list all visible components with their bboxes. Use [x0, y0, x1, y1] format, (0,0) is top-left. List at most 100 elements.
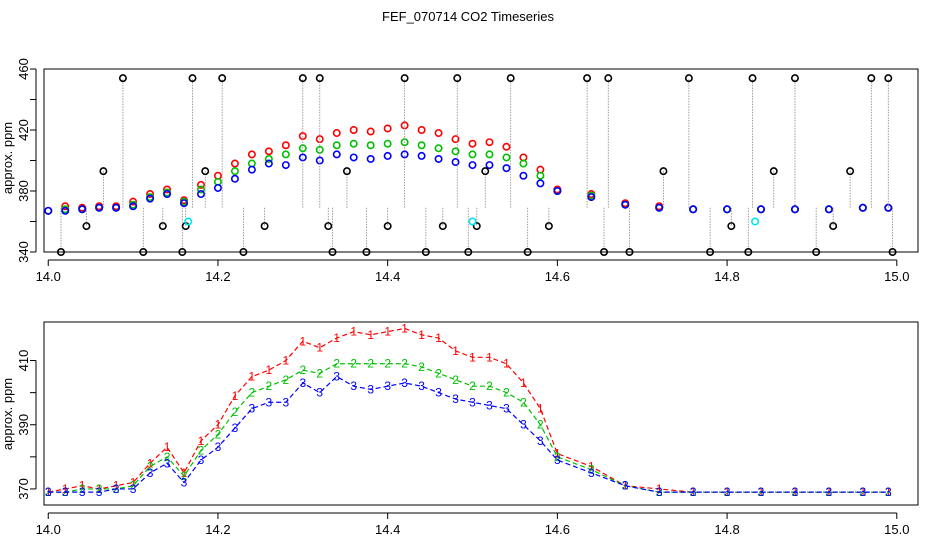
spike-point [884, 74, 893, 83]
series-3-point-label: 3 [885, 485, 892, 499]
series-1-point-label: 1 [181, 466, 188, 480]
blue-point [349, 153, 358, 162]
spike-point [82, 222, 91, 231]
series-2-point-label: 2 [79, 482, 86, 496]
red-point [451, 135, 460, 144]
spike-point [328, 248, 337, 257]
series-2-point-label: 2 [520, 395, 527, 409]
spike-point [867, 74, 876, 83]
blue-point [180, 199, 189, 208]
green-point [434, 144, 443, 153]
x-tick-label: 14.6 [545, 522, 570, 537]
green-point [485, 150, 494, 159]
series-2-point-label: 2 [130, 479, 137, 493]
y-tick-label: 410 [16, 350, 31, 372]
series-3-point-label: 3 [147, 466, 154, 480]
spike-point [846, 167, 855, 176]
spike-point [139, 248, 148, 257]
series-3-point-label: 3 [266, 395, 273, 409]
series-3-point-label: 3 [860, 485, 867, 499]
series-1-point-label: 1 [860, 485, 867, 499]
red-point [230, 159, 239, 168]
red-point [247, 150, 256, 159]
spike-point [260, 222, 269, 231]
spike-point [218, 74, 227, 83]
series-1-point-label: 1 [503, 357, 510, 371]
series-2-point-label: 2 [96, 482, 103, 496]
spike-point [790, 74, 799, 83]
blue-point [61, 206, 70, 215]
blue-point [451, 158, 460, 167]
series-3-point-label: 3 [79, 485, 86, 499]
x-tick-label: 15.0 [884, 522, 909, 537]
spike-point [324, 222, 333, 231]
red-point [502, 142, 511, 151]
series-3-point-label: 3 [62, 485, 69, 499]
series-1-point-label: 1 [147, 456, 154, 470]
blue-point [824, 205, 833, 214]
red-point [434, 129, 443, 138]
spike-point [464, 248, 473, 257]
blue-point [502, 164, 511, 173]
spike-point [829, 222, 838, 231]
spike-point [188, 74, 197, 83]
blue-point [485, 161, 494, 170]
series-3-point-label: 3 [792, 485, 799, 499]
green-point [230, 167, 239, 176]
series-3-point-label: 3 [826, 485, 833, 499]
chart-title: FEF_070714 CO2 Timeseries [382, 9, 554, 24]
spike-point [812, 248, 821, 257]
spike-point [727, 222, 736, 231]
series-2-point-label: 2 [401, 357, 408, 371]
red-point [468, 139, 477, 148]
series-2-point-label: 2 [724, 485, 731, 499]
series-2-point-label: 2 [418, 360, 425, 374]
spike-point [583, 74, 592, 83]
series-2-point-label: 2 [554, 450, 561, 464]
y-tick-label: 390 [16, 414, 31, 436]
cyan-point [468, 217, 477, 226]
series-1-point-label: 1 [282, 354, 289, 368]
series-1-point-label: 1 [384, 325, 391, 339]
series-2-point-label: 2 [469, 379, 476, 393]
blue-point [519, 171, 528, 180]
spike-point [625, 248, 634, 257]
series-2-point-label: 2 [503, 386, 510, 400]
series-2-point-label: 2 [316, 366, 323, 380]
series-1-point-label: 1 [418, 328, 425, 342]
x-tick-label: 14.0 [36, 522, 61, 537]
series-2-point-label: 2 [860, 485, 867, 499]
series-3-point-label: 3 [113, 482, 120, 496]
red-point [264, 147, 273, 156]
series-3-point-label: 3 [486, 398, 493, 412]
series-3-point-label: 3 [198, 453, 205, 467]
series-1-point-label: 1 [520, 376, 527, 390]
spike-point [201, 167, 210, 176]
series-2-point-label: 2 [266, 379, 273, 393]
series-3-point-label: 3 [758, 485, 765, 499]
series-1-point-label: 1 [401, 321, 408, 335]
red-point [485, 138, 494, 147]
series-3-line [48, 375, 889, 493]
x-tick-label: 14.0 [36, 269, 61, 284]
blue-point [112, 203, 121, 212]
series-1-point-label: 1 [486, 350, 493, 364]
green-point [383, 139, 392, 148]
series-3-point-label: 3 [690, 485, 697, 499]
blue-point [78, 205, 87, 214]
green-point [417, 141, 426, 150]
x-tick-label: 14.8 [714, 269, 739, 284]
y-tick-label: 380 [16, 180, 31, 202]
series-1-point-label: 1 [130, 476, 137, 490]
spike-point [506, 74, 515, 83]
series-2-point-label: 2 [588, 463, 595, 477]
spike-point [684, 74, 693, 83]
blue-point [247, 165, 256, 174]
red-point [366, 127, 375, 136]
series-3-point-label: 3 [418, 379, 425, 393]
blue-point [129, 202, 138, 211]
spike-point [421, 248, 430, 257]
x-tick-label: 14.2 [205, 522, 230, 537]
spike-point [438, 222, 447, 231]
spike-point [481, 167, 490, 176]
